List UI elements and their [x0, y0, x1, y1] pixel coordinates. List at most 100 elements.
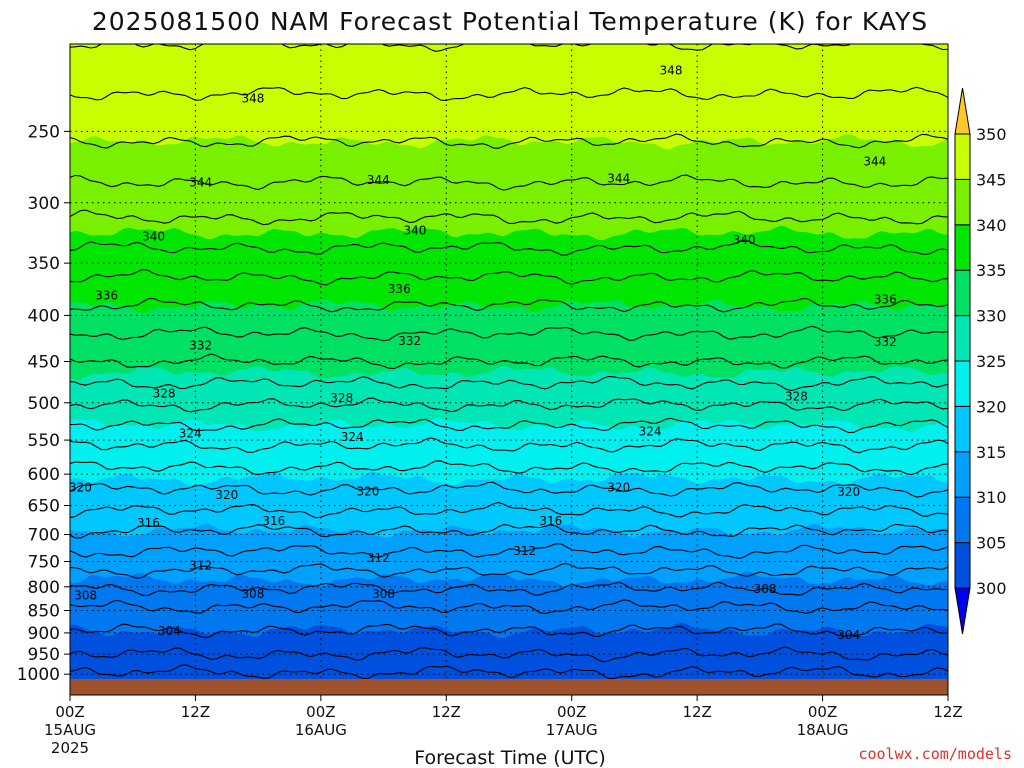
contour-label: 304: [158, 624, 181, 638]
y-tick-label: 950: [28, 645, 60, 665]
isentrope-line: [70, 174, 948, 191]
isentrope-line: [70, 353, 948, 370]
plot-frame: [69, 43, 949, 696]
chart-title: 2025081500 NAM Forecast Potential Temper…: [92, 7, 928, 36]
contour-label: 320: [837, 485, 860, 499]
contour-label-text: 312: [513, 544, 536, 558]
contour-label: 304: [837, 628, 860, 642]
contour-label: 328: [330, 391, 353, 405]
isentrope-line: [70, 325, 948, 342]
contour-label-text: 320: [69, 481, 92, 495]
contour-label-text: 332: [189, 339, 212, 353]
colorbar-tick-label: 340: [976, 216, 1007, 235]
contour-label-text: 344: [607, 172, 630, 186]
x-axis-label: Forecast Time (UTC): [414, 747, 605, 768]
contour-label: 320: [607, 481, 630, 495]
y-tick-label: 1000: [17, 665, 60, 685]
isentrope-line: [70, 86, 948, 101]
x-tick-label: 00Z: [55, 703, 84, 721]
contour-label-text: 304: [837, 628, 860, 642]
isentrope-line: [70, 239, 948, 256]
x-tick-year: 2025: [51, 739, 89, 757]
colorbar-max-triangle: [954, 87, 971, 135]
contour-label-text: 340: [403, 223, 426, 237]
contour-label: 312: [367, 551, 390, 565]
contour-label: 332: [398, 334, 421, 348]
contour-label-text: 308: [241, 587, 264, 601]
filled-contour-bands: [70, 44, 948, 680]
contour-label: 324: [639, 424, 662, 438]
isentrope-line: [70, 209, 948, 226]
colorbar: 300 305 310 315 320 325 330 335 340 345 350: [954, 87, 1007, 635]
isentrope-line: [70, 581, 948, 596]
contour-lines: [70, 44, 948, 680]
isentrope-line: [70, 437, 948, 454]
x-tick-label: 00Z: [808, 703, 837, 721]
contour-label: 344: [189, 176, 212, 190]
isentrope-line: [70, 623, 948, 639]
contour-label-text: 336: [95, 288, 118, 302]
contour-label-text: 316: [137, 516, 160, 530]
contour-label: 328: [785, 389, 808, 403]
contour-label-text: 340: [733, 233, 756, 247]
colorbar-tick-label: 325: [976, 352, 1007, 371]
isentrope-line: [70, 417, 948, 434]
colorbar-cell: [954, 542, 971, 589]
colorbar-tick-label: 310: [976, 488, 1007, 507]
colorbar-cell: [954, 178, 971, 226]
ground-surface: [70, 679, 948, 695]
colorbar-cell: [954, 224, 971, 271]
credit-text: coolwx.com/models: [858, 745, 1012, 763]
isentrope-line: [70, 543, 948, 559]
colorbar-tick-label: 335: [976, 261, 1007, 280]
isentrope-line: [70, 297, 948, 313]
contour-label: 336: [874, 292, 897, 306]
contour-label: 316: [539, 514, 562, 528]
x-tick-date: 16AUG: [295, 721, 347, 739]
contour-labels: 348 348 344 344 344 344 340 340 340 336 336 336 332 3…: [69, 63, 897, 642]
colorbar-tick-label: 320: [976, 397, 1007, 416]
isentrope-line: [70, 523, 948, 539]
contour-label: 308: [241, 587, 264, 601]
contour-label: 320: [356, 484, 379, 498]
colorbar-cell: [954, 496, 971, 544]
contour-label: 312: [189, 559, 212, 573]
contour-label: 344: [367, 173, 390, 187]
y-tick-label: 450: [28, 353, 60, 373]
isentrope-line: [70, 133, 948, 149]
contour-label-text: 336: [874, 292, 897, 306]
colorbar-cell: [954, 269, 971, 317]
y-tick-label: 500: [28, 394, 60, 414]
y-axis: 2503003504004505005506006507007508008509…: [17, 122, 70, 685]
colorbar-tick-label: 345: [976, 170, 1007, 189]
x-tick-label: 00Z: [557, 703, 586, 721]
colorbar-tick-label: 300: [976, 579, 1007, 598]
contour-label-text: 328: [785, 389, 808, 403]
contour-label: 316: [262, 514, 285, 528]
contour-label-text: 308: [754, 582, 777, 596]
contour-label-text: 320: [607, 481, 630, 495]
contour-label: 340: [733, 233, 756, 247]
contour-label: 312: [513, 544, 536, 558]
contour-label-text: 312: [189, 559, 212, 573]
colorbar-cell: [954, 360, 971, 407]
y-tick-label: 400: [28, 306, 60, 326]
y-tick-label: 800: [28, 578, 60, 598]
colorbar-tick-label: 330: [976, 307, 1007, 326]
y-tick-label: 850: [28, 602, 60, 622]
y-tick-label: 350: [28, 254, 60, 274]
y-tick-label: 650: [28, 496, 60, 516]
contour-label-text: 344: [367, 173, 390, 187]
contour-label-text: 328: [330, 391, 353, 405]
contour-label: 324: [179, 427, 202, 441]
contour-label: 328: [153, 386, 176, 400]
contour-label-text: 332: [874, 335, 897, 349]
isentrope-line: [70, 375, 948, 392]
contour-label-text: 324: [341, 430, 364, 444]
colorbar-cell: [954, 451, 971, 498]
contour-label: 348: [241, 92, 264, 106]
colorbar-tick-label: 350: [976, 125, 1007, 144]
contour-label: 344: [863, 155, 886, 169]
